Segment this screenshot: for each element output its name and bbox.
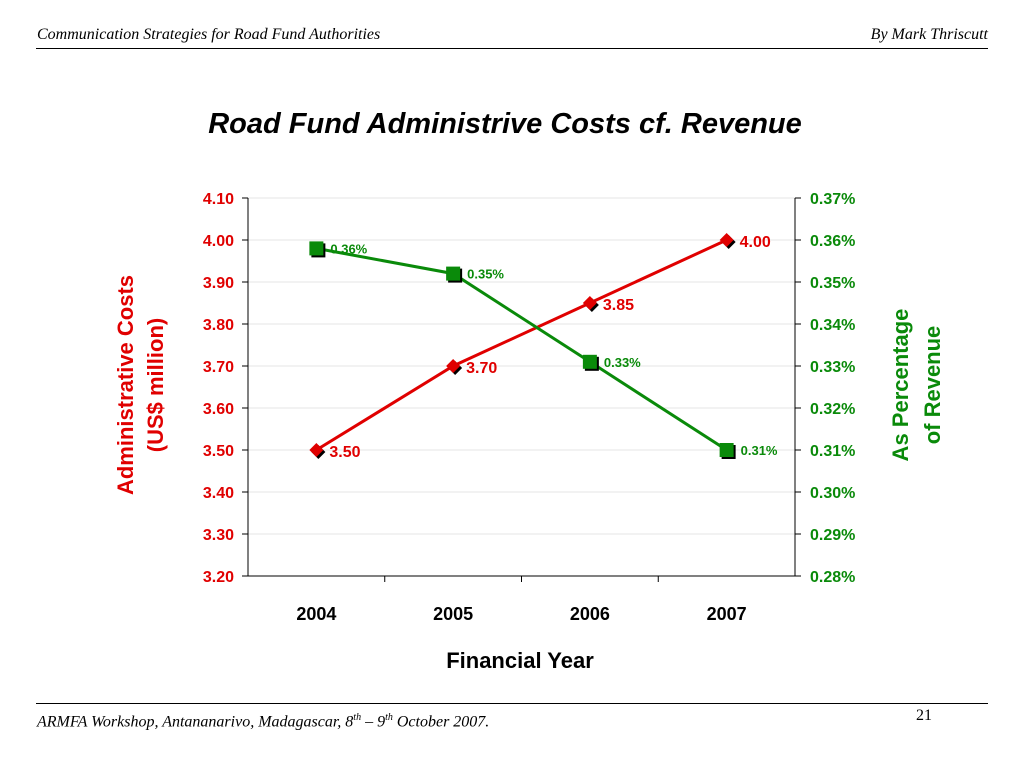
header-presentation-title: Communication Strategies for Road Fund A… (37, 26, 381, 43)
y-right-tick-label: 0.36% (810, 233, 855, 250)
percentage-marker (582, 354, 597, 369)
series-layer (309, 233, 736, 459)
cost-marker (309, 443, 324, 457)
x-tick-label: 2004 (296, 604, 336, 624)
y-right-tick-label: 0.30% (810, 485, 855, 502)
cost-data-label: 3.85 (603, 297, 634, 314)
y-left-tick-label: 3.50 (203, 443, 234, 460)
x-axis-title: Financial Year (446, 648, 594, 673)
y-left-tick-label: 3.80 (203, 317, 234, 334)
y-axis-left-title-line2: (US$ million) (143, 318, 168, 452)
y-left-tick-label: 4.00 (203, 233, 234, 250)
x-tick-label: 2006 (570, 604, 610, 624)
y-left-tick-label: 3.40 (203, 485, 234, 502)
cost-line (315, 238, 728, 452)
cost-marker (446, 359, 461, 373)
y-right-tick-label: 0.32% (810, 401, 855, 418)
y-left-tick-label: 3.60 (203, 401, 234, 418)
page-number: 21 (916, 707, 932, 724)
header-divider (36, 48, 988, 49)
percentage-data-label: 0.33% (604, 355, 641, 370)
left-axis-ticks: 3.20 3.30 3.40 3.50 3.60 3.70 3.80 3.90 4.00 4.10 (203, 191, 248, 586)
x-tick-label: 2007 (707, 604, 747, 624)
y-left-tick-label: 3.90 (203, 275, 234, 292)
y-right-tick-label: 0.28% (810, 569, 855, 586)
y-right-tick-label: 0.33% (810, 359, 855, 376)
cost-data-label: 4.00 (740, 234, 771, 251)
y-right-tick-label: 0.37% (810, 191, 855, 208)
y-right-tick-label: 0.35% (810, 275, 855, 292)
y-right-tick-label: 0.34% (810, 317, 855, 334)
percentage-marker (719, 443, 734, 457)
percentage-marker (446, 266, 461, 281)
y-axis-left-title-line1: Administrative Costs (113, 275, 138, 495)
percentage-line (316, 246, 728, 452)
y-right-tick-label: 0.29% (810, 527, 855, 544)
x-axis-ticks: 2004 2005 2006 2007 (296, 576, 747, 624)
x-tick-label: 2005 (433, 604, 473, 624)
right-axis-ticks: 0.28% 0.29% 0.30% 0.31% 0.32% 0.33% 0.34% 0.35%… (795, 191, 855, 586)
percentage-data-label: 0.31% (741, 443, 778, 458)
cost-data-label: 3.70 (466, 360, 497, 377)
data-labels: 3.50 3.70 3.85 4.00 0.36% 0.35% 0.33% 0.31% (329, 234, 778, 461)
y-right-tick-label: 0.31% (810, 443, 855, 460)
percentage-marker (309, 241, 324, 256)
header-author: By Mark Thriscutt (870, 26, 988, 43)
chart-title: Road Fund Administrive Costs cf. Revenue (208, 108, 802, 140)
y-left-tick-label: 3.30 (203, 527, 234, 544)
cost-data-label: 3.50 (329, 444, 360, 461)
percentage-data-label: 0.35% (467, 267, 504, 282)
y-axis-right-title-line2: of Revenue (920, 326, 945, 445)
cost-marker (719, 233, 734, 247)
footer-divider (36, 703, 988, 704)
footer-event: ARMFA Workshop, Antananarivo, Madagascar… (37, 712, 490, 731)
y-left-tick-label: 4.10 (203, 191, 234, 208)
y-left-tick-label: 3.20 (203, 569, 234, 586)
percentage-data-label: 0.36% (330, 241, 367, 256)
gridlines (248, 197, 795, 535)
cost-marker (582, 296, 597, 310)
y-left-tick-label: 3.70 (203, 359, 234, 376)
y-axis-right-title-line1: As Percentage (888, 309, 913, 462)
